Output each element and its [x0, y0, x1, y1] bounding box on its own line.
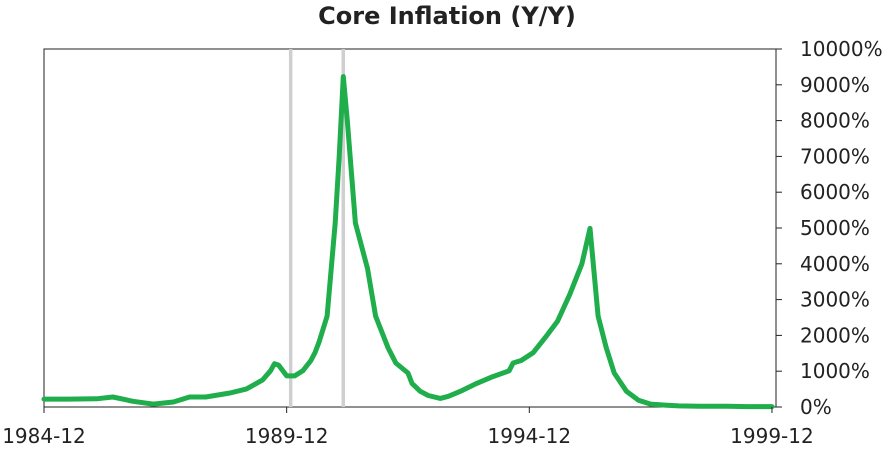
y-tick-label: 2000% [800, 323, 870, 347]
y-tick-label: 0% [800, 395, 832, 419]
y-tick-label: 1000% [800, 359, 870, 383]
x-tick-label: 1984-12 [2, 424, 86, 448]
y-tick-label: 4000% [800, 252, 870, 276]
x-axis: 1984-12 1989-12 1994-12 1999-12 [2, 407, 814, 448]
y-tick-label: 10000% [800, 37, 883, 61]
y-tick-label: 3000% [800, 288, 870, 312]
chart-title: Core Inflation (Y/Y) [318, 2, 576, 30]
x-tick-label: 1989-12 [245, 424, 329, 448]
series-group [41, 74, 775, 410]
y-axis: 0% 1000% 2000% 3000% 4000% 5000% 6000% 7000% 800… [776, 37, 883, 419]
y-tick-label: 5000% [800, 216, 870, 240]
x-tick-label: 1994-12 [488, 424, 572, 448]
y-tick-label: 6000% [800, 180, 870, 204]
y-tick-label: 8000% [800, 109, 870, 133]
y-tick-label: 7000% [800, 144, 870, 168]
y-tick-label: 9000% [800, 73, 870, 97]
plot-frame [43, 48, 777, 408]
x-tick-label: 1999-12 [730, 424, 814, 448]
series-line-0 [41, 74, 775, 410]
